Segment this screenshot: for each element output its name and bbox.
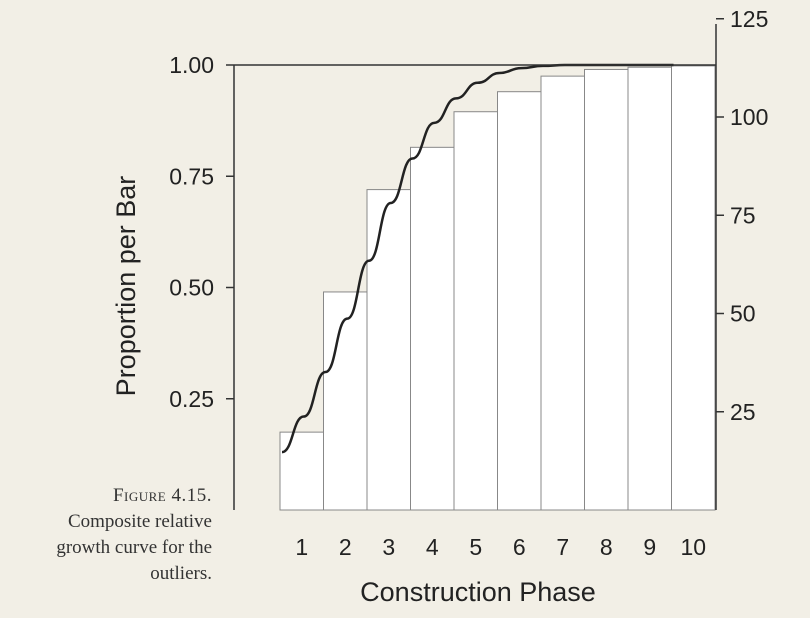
x-axis-label: Construction Phase <box>360 577 596 607</box>
x-tick-label: 5 <box>469 534 482 560</box>
x-tick-label: 3 <box>382 534 395 560</box>
x-tick-label: 10 <box>680 534 706 560</box>
right-tick-label: 75 <box>730 202 756 228</box>
x-tick-label: 2 <box>339 534 352 560</box>
bar-6 <box>497 91 542 511</box>
left-tick-label: 1.00 <box>169 52 214 78</box>
left-tick-label: 0.75 <box>169 163 214 189</box>
right-tick-label: 25 <box>730 399 756 425</box>
bars <box>279 65 716 511</box>
left-tick-label: 0.25 <box>169 386 214 412</box>
bar-7 <box>540 75 585 511</box>
bar-1 <box>279 431 324 511</box>
right-tick-label: 50 <box>730 301 756 327</box>
x-tick-label: 4 <box>426 534 439 560</box>
x-tick-label: 7 <box>556 534 569 560</box>
bar-4 <box>410 146 455 511</box>
bar-2 <box>323 291 368 511</box>
figure-label: Figure 4.15. <box>112 485 212 506</box>
y-axis-label: Proportion per Bar <box>111 176 141 397</box>
caption-line-2: growth curve for the <box>56 537 212 558</box>
left-ticks: 0.25 0.50 0.75 1.00 <box>169 52 234 412</box>
x-tick-label: 8 <box>600 534 613 560</box>
bar-5 <box>453 111 498 511</box>
x-tick-label: 6 <box>513 534 526 560</box>
caption-line-3: outliers. <box>150 563 212 584</box>
x-tick-label: 1 <box>295 534 308 560</box>
left-tick-label: 0.50 <box>169 275 214 301</box>
bar-9 <box>627 66 672 511</box>
bar-10 <box>671 65 716 511</box>
caption-line-1: Composite relative <box>67 511 212 532</box>
x-tick-labels: 1 2 3 4 5 6 7 8 9 10 <box>295 534 706 560</box>
right-ticks: 25 50 75 100 125 <box>716 6 768 425</box>
bar-3 <box>366 189 411 511</box>
figure-caption: Figure 4.15. Composite relative growth c… <box>56 483 212 587</box>
x-tick-label: 9 <box>643 534 656 560</box>
bar-8 <box>584 68 629 511</box>
right-tick-label: 100 <box>730 104 768 130</box>
right-tick-label: 125 <box>730 6 768 32</box>
